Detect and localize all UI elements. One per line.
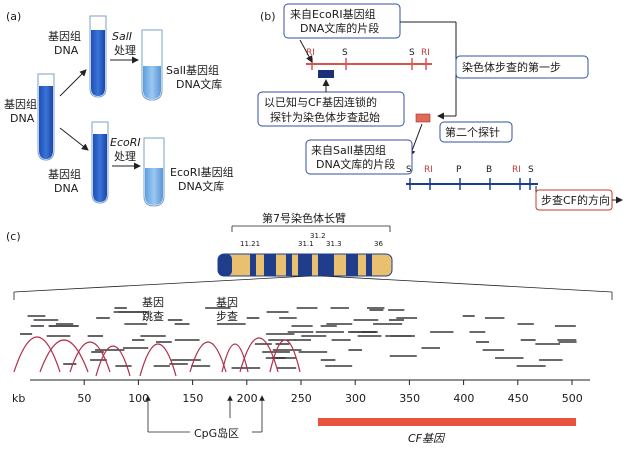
site-top-4: RI xyxy=(421,48,430,58)
axis-unit-kb: kb xyxy=(12,392,25,405)
axis-tick-label-100: 100 xyxy=(128,392,149,405)
arrow-eco-box-to-line xyxy=(299,39,313,63)
jump-arc xyxy=(39,339,89,373)
probe-start-box xyxy=(257,91,405,127)
direction-box-text: 步查CF的方向 xyxy=(541,193,610,207)
eco-library-label: EcoRⅠ基因组 DNA文库 xyxy=(170,165,234,193)
jump-arcs xyxy=(13,336,301,377)
band-label-31-3: 31.3 xyxy=(326,240,342,248)
jump-arc xyxy=(139,343,177,377)
eco-enzyme-label: EcoRⅠ xyxy=(110,136,141,149)
panel-a: (a) 基因组 DNA 基因 xyxy=(4,10,234,207)
eco-treatment-label: 处理 xyxy=(114,150,136,163)
sal-fragment-box xyxy=(305,139,413,175)
sal-treatment-label: 处理 xyxy=(114,44,136,57)
second-probe-box-text: 第二个探针 xyxy=(445,125,500,139)
genomic-dna-top-label: 基因组 DNA xyxy=(48,29,81,57)
axis-tick-label-350: 350 xyxy=(399,392,420,405)
site-bottom-6: S xyxy=(528,165,534,175)
test-tube-top xyxy=(89,15,107,98)
test-tube-bottom xyxy=(91,121,109,204)
test-tube-sal-library xyxy=(141,29,163,101)
arrow-to-bottom-tube xyxy=(59,127,89,151)
chromosome-title: 第7号染色体长臂 xyxy=(262,211,346,225)
site-top-1: RI xyxy=(306,48,315,58)
site-bottom-1: S xyxy=(406,165,412,175)
sal-fragment-box-text: 来自SalⅠ基因组 DNA文库的片段 xyxy=(311,143,395,171)
axis-tick-label-150: 150 xyxy=(182,392,203,405)
panel-b-label: (b) xyxy=(260,10,276,23)
clone-contigs xyxy=(20,307,577,369)
cf-gene-bar xyxy=(318,418,576,426)
axis-ticks: 50 100 150 200 250 300 350 400 450 500 xyxy=(77,380,583,405)
jump-arc xyxy=(189,341,227,373)
jump-arc xyxy=(239,337,279,373)
panel-a-label: (a) xyxy=(6,10,21,23)
genomic-dna-left-label-2: 基因组 DNA xyxy=(4,97,37,125)
eco-fragment-box-text: 来自EcoRⅠ基因组 DNA文库的片段 xyxy=(290,7,379,35)
gene-walk-label: 基因步查 xyxy=(216,296,238,323)
eco-fragment-box xyxy=(283,3,401,39)
arrow-to-top-tube xyxy=(59,69,87,97)
axis-tick-label-400: 400 xyxy=(453,392,474,405)
site-bottom-5: RI xyxy=(512,165,521,175)
sal-enzyme-label: SalⅠ xyxy=(112,30,132,43)
second-probe-box xyxy=(439,121,513,143)
genomic-dna-bottom-label: 基因组 DNA xyxy=(48,167,81,195)
first-step-box xyxy=(455,55,589,79)
site-bottom-4: B xyxy=(486,165,492,175)
chromosome-7-long-arm xyxy=(217,253,393,277)
jump-arc xyxy=(269,339,301,373)
test-tube-genomic-dna xyxy=(37,73,55,161)
jump-arc xyxy=(13,336,61,373)
sal-library-label: SalⅠ基因组 DNA文库 xyxy=(166,63,222,91)
first-step-box-text: 染色体步查的第一步 xyxy=(462,60,561,74)
second-probe xyxy=(415,113,431,123)
axis-tick-label-500: 500 xyxy=(562,392,583,405)
test-tube-eco-library xyxy=(143,137,165,207)
jump-arc xyxy=(95,345,131,377)
initial-probe xyxy=(318,70,334,78)
band-label-36: 36 xyxy=(374,240,383,248)
band-label-31-1: 31.1 xyxy=(298,240,314,248)
axis-tick-label-300: 300 xyxy=(345,392,366,405)
axis-tick-label-450: 450 xyxy=(508,392,529,405)
axis-tick-label-250: 250 xyxy=(291,392,312,405)
site-top-3: S xyxy=(409,48,415,58)
cf-gene-label: CF基因 xyxy=(408,432,446,445)
panel-c-label: (c) xyxy=(6,230,21,243)
jump-arc xyxy=(221,343,249,373)
axis-tick-label-50: 50 xyxy=(77,392,91,405)
probe-start-box-text: 以已知与CF基因连锁的探针为染色体步查起始 xyxy=(264,95,380,124)
site-top-2: S xyxy=(342,48,348,58)
band-label-11-21: 11.21 xyxy=(240,240,260,248)
panel-c: (c) 第7号染色体长臂 11.21 31.1 31.2 31.3 36 基因跳… xyxy=(6,211,613,445)
band-label-31-2: 31.2 xyxy=(310,232,326,240)
panel-b: (b) 来自EcoRⅠ基因组 DNA文库的片段 RI S S RI 以已知与CF基… xyxy=(257,3,623,211)
gene-jump-label: 基因跳查 xyxy=(142,296,164,323)
site-bottom-3: P xyxy=(456,165,462,175)
axis-tick-label-200: 200 xyxy=(237,392,258,405)
site-bottom-2: RI xyxy=(424,165,433,175)
jump-arc xyxy=(69,341,111,373)
cpg-island-label: CpG岛区 xyxy=(194,426,239,440)
